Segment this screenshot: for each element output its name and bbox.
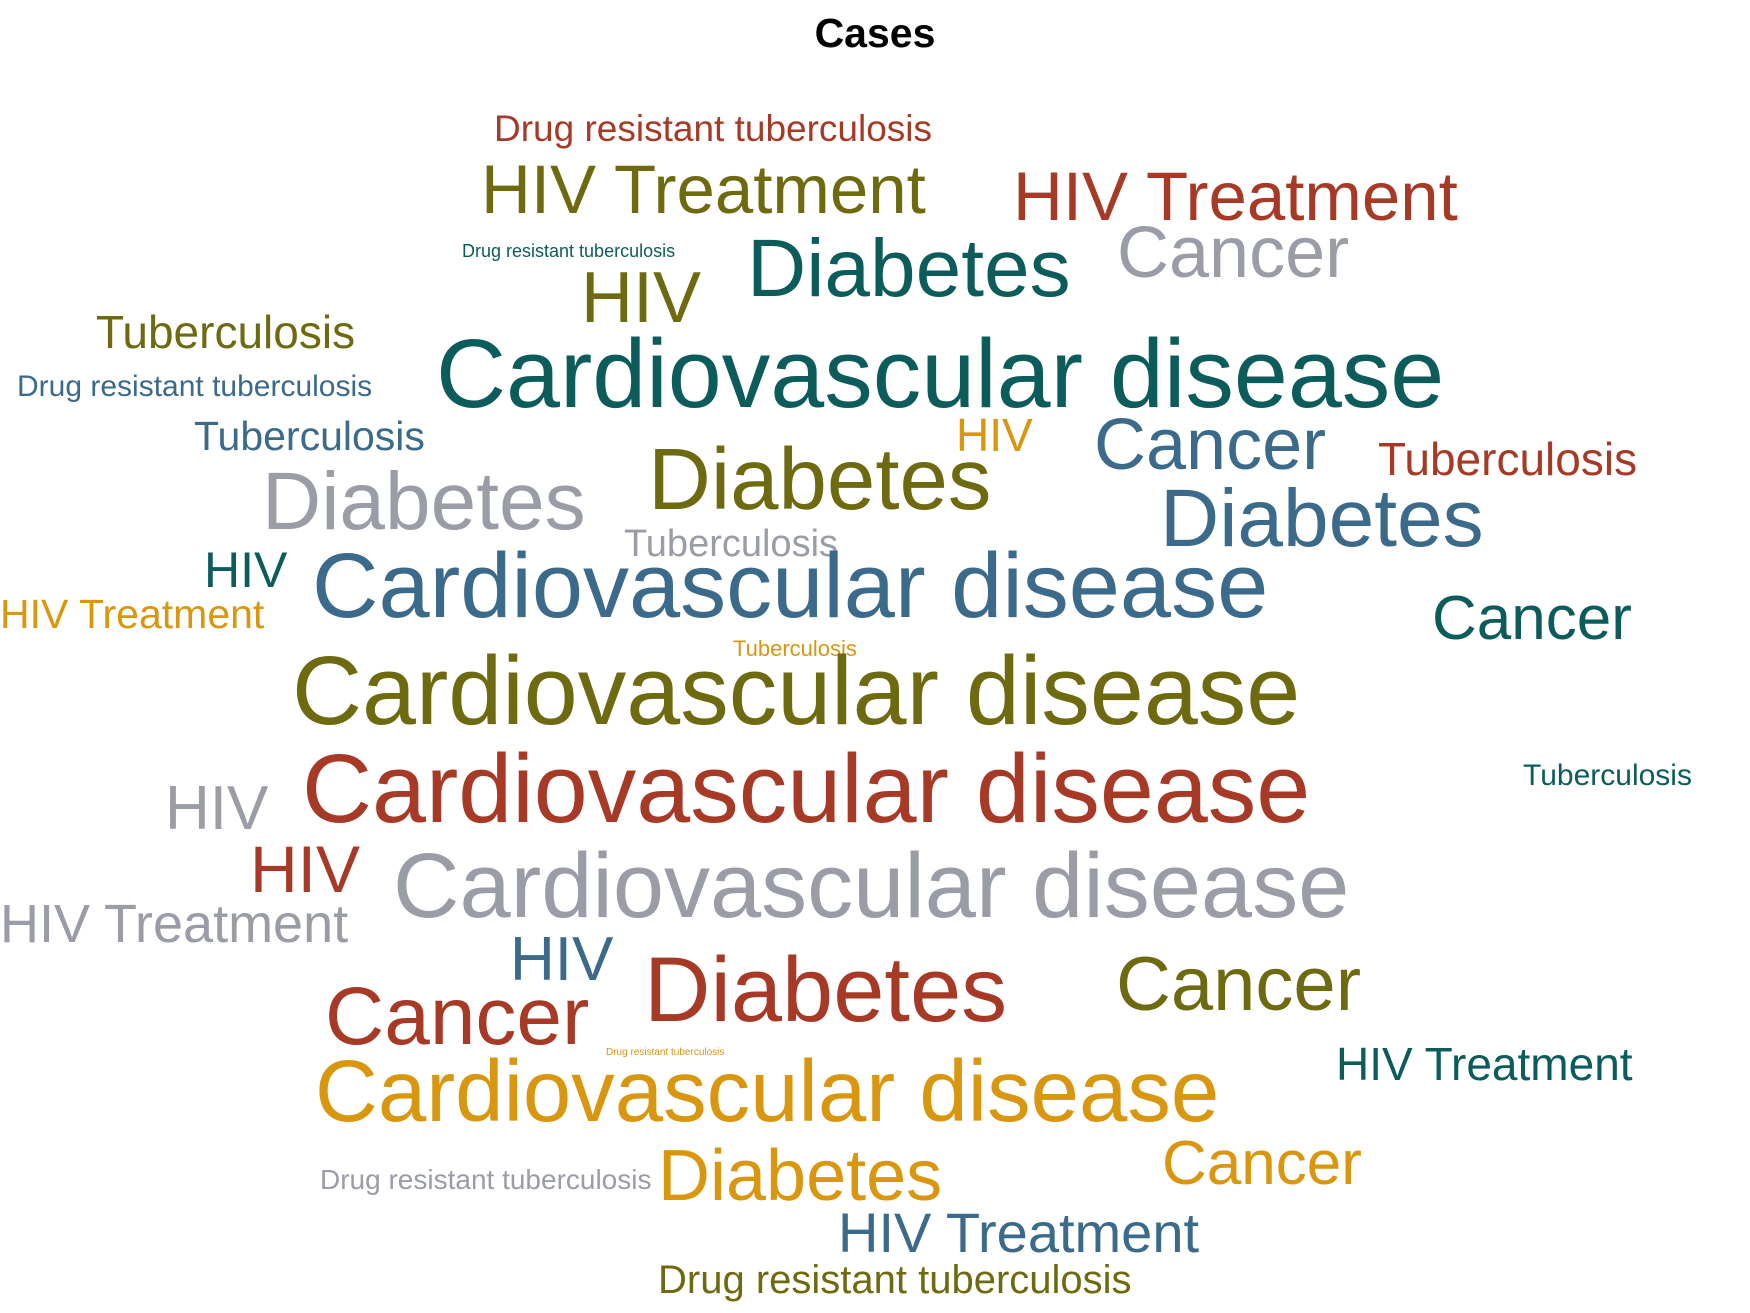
- word-14: Tuberculosis: [1378, 433, 1638, 485]
- word-34: Cancer: [325, 971, 590, 1062]
- word-19: HIV: [204, 542, 288, 598]
- word-7: HIV: [581, 258, 702, 338]
- word-27: Cardiovascular disease: [302, 734, 1311, 843]
- word-29: Cardiovascular disease: [393, 835, 1350, 937]
- word-35: Drug resistant tuberculosis: [606, 1047, 725, 1058]
- word-6: Cancer: [1117, 213, 1350, 293]
- word-41: HIV Treatment: [838, 1201, 1200, 1264]
- word-4: Drug resistant tuberculosis: [462, 241, 676, 261]
- word-1: Drug resistant tuberculosis: [494, 108, 933, 149]
- word-3: HIV Treatment: [1013, 158, 1458, 235]
- word-42: Drug resistant tuberculosis: [658, 1258, 1132, 1302]
- word-32: Diabetes: [644, 939, 1008, 1041]
- word-20: Cardiovascular disease: [312, 535, 1269, 637]
- word-11: Tuberculosis: [194, 413, 425, 459]
- word-17: Diabetes: [1160, 473, 1484, 564]
- word-23: Tuberculosis: [733, 636, 857, 661]
- word-8: Tuberculosis: [96, 306, 356, 358]
- word-38: Cancer: [1162, 1129, 1362, 1198]
- chart-title: Cases: [814, 10, 936, 56]
- word-40: Diabetes: [658, 1136, 943, 1216]
- word-26: HIV: [165, 774, 269, 843]
- word-25: Tuberculosis: [1523, 759, 1692, 792]
- word-22: Cancer: [1432, 584, 1632, 653]
- word-10: Cardiovascular disease: [436, 319, 1445, 428]
- word-2: HIV Treatment: [481, 151, 926, 228]
- word-31: HIV: [510, 925, 614, 994]
- word-9: Drug resistant tuberculosis: [17, 370, 373, 403]
- word-21: HIV Treatment: [0, 591, 265, 637]
- word-37: Cardiovascular disease: [315, 1043, 1220, 1140]
- word-5: Diabetes: [747, 223, 1071, 314]
- word-36: HIV Treatment: [1336, 1038, 1633, 1090]
- word-13: Cancer: [1094, 405, 1327, 485]
- word-18: Tuberculosis: [624, 523, 839, 565]
- word-24: Cardiovascular disease: [292, 636, 1301, 745]
- word-39: Drug resistant tuberculosis: [320, 1164, 652, 1195]
- word-16: Diabetes: [262, 456, 586, 547]
- word-15: Diabetes: [648, 431, 992, 528]
- word-28: HIV: [250, 832, 361, 906]
- word-33: Cancer: [1116, 942, 1361, 1027]
- word-12: HIV: [956, 409, 1033, 461]
- word-30: HIV Treatment: [0, 894, 349, 954]
